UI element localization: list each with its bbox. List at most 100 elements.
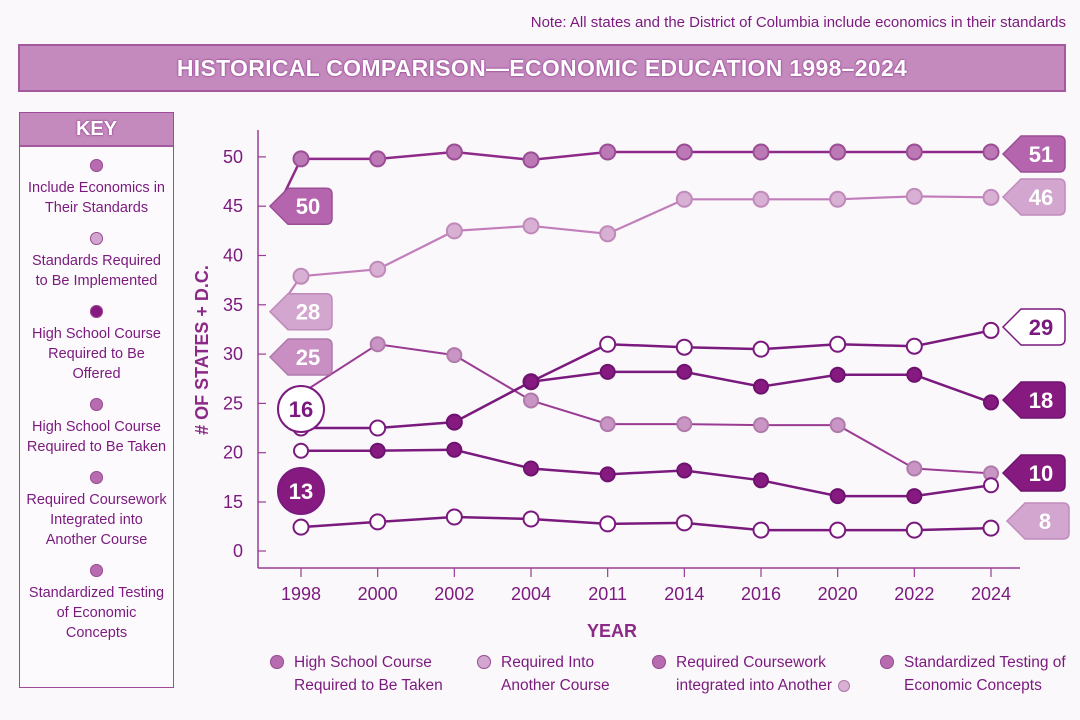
data-point [905, 521, 923, 539]
key-marker-icon [90, 564, 103, 577]
x-tick-label: 2014 [664, 584, 704, 604]
data-point [293, 442, 309, 459]
data-point [675, 514, 693, 532]
data-point [523, 392, 539, 409]
data-point [369, 150, 387, 168]
x-tick-label: 2016 [741, 584, 781, 604]
legend-marker-icon [880, 655, 894, 669]
x-tick-label: 2000 [358, 584, 398, 604]
value-callout: 18 [1001, 381, 1066, 419]
data-point [676, 363, 693, 380]
legend-label: High School Course Required to Be Taken [294, 654, 443, 694]
data-point [982, 143, 1000, 161]
data-point [675, 190, 693, 208]
callout-label: 18 [1029, 388, 1053, 413]
key-label: Required Coursework Integrated into Anot… [26, 492, 167, 548]
data-point [829, 521, 847, 539]
data-point [599, 335, 617, 353]
series-line [300, 515, 992, 532]
x-tick-label: 2004 [511, 584, 551, 604]
value-callout: 16 [277, 385, 325, 433]
callout-shape [277, 385, 325, 433]
data-point [753, 417, 769, 434]
data-point [675, 143, 693, 161]
legend-item: Required Coursework integrated into Anot… [652, 651, 877, 697]
legend-item: High School Course Required to Be Taken [270, 651, 470, 697]
data-point [753, 472, 769, 489]
legend-item: Required Into Another Course [477, 651, 637, 697]
key-label: Standardized Testing of Economic Concept… [28, 585, 165, 641]
title-banner: HISTORICAL COMPARISON—ECONOMIC EDUCATION… [18, 44, 1066, 92]
callout-label: 51 [1029, 142, 1053, 167]
y-tick-label: 45 [223, 196, 243, 216]
callout-label: 16 [289, 397, 313, 422]
callout-label: 50 [296, 194, 320, 219]
callout-shape [277, 467, 325, 515]
key-label: High School Course Required to Be Offere… [32, 326, 161, 382]
y-tick-label: 30 [223, 344, 243, 364]
key-item: High School Course Required to Be Offere… [20, 305, 173, 384]
value-callout: 46 [1001, 178, 1066, 216]
value-callout: 50 [268, 187, 333, 225]
data-point [906, 460, 923, 477]
data-point [599, 515, 617, 533]
data-point [445, 222, 463, 240]
callout-shape [1001, 178, 1066, 216]
y-tick-label: 50 [223, 147, 243, 167]
callout-label: 13 [289, 479, 313, 504]
key-item: Required Coursework Integrated into Anot… [20, 471, 173, 550]
data-point [676, 462, 693, 479]
data-point [292, 150, 310, 168]
legend-label: Standardized Testing of Economic Concept… [904, 654, 1066, 694]
legend-marker-icon [652, 655, 666, 669]
key-marker-icon [90, 159, 103, 172]
data-point [829, 190, 847, 208]
data-point [905, 143, 923, 161]
data-point [752, 143, 770, 161]
y-axis-title: # OF STATES + D.C. [192, 265, 212, 435]
legend-marker-icon [837, 679, 850, 692]
data-point [829, 335, 847, 353]
key-item: High School Course Required to Be Taken [20, 398, 173, 457]
callout-shape [268, 338, 333, 376]
data-point [983, 394, 999, 411]
value-callout: 8 [1005, 502, 1070, 540]
data-point [369, 513, 387, 531]
data-point [675, 338, 693, 356]
data-point [523, 373, 539, 390]
series-line [301, 448, 992, 498]
value-callout: 28 [268, 292, 333, 331]
value-callout: 29 [1001, 308, 1066, 346]
key-label: Include Economics in Their Standards [27, 180, 165, 216]
callout-label: 29 [1029, 315, 1053, 340]
series-line [301, 329, 992, 430]
callout-shape [268, 187, 333, 225]
data-point [599, 363, 616, 380]
data-point [752, 521, 770, 539]
key-panel: KEY Include Economics in Their Standards… [19, 112, 174, 688]
data-point [292, 267, 310, 285]
key-marker-icon [90, 305, 103, 318]
key-label: High School Course Required to Be Taken [26, 419, 167, 455]
note-text: Note: All states and the District of Col… [530, 14, 1066, 31]
data-point [445, 508, 463, 526]
key-item: Standardized Testing of Economic Concept… [20, 564, 173, 643]
data-point [829, 417, 846, 434]
series-line [300, 195, 992, 278]
data-point [829, 488, 846, 505]
data-point [905, 187, 923, 205]
y-tick-label: 40 [223, 246, 243, 266]
y-tick-label: 25 [223, 393, 243, 413]
data-point [445, 143, 463, 161]
value-callout: 13 [277, 467, 325, 515]
data-point [676, 416, 693, 433]
series-line [301, 150, 991, 162]
callout-shape [1001, 381, 1066, 419]
data-point [599, 143, 617, 161]
key-heading: KEY [20, 113, 173, 147]
callout-label: 46 [1029, 185, 1053, 210]
y-tick-label: 35 [223, 295, 243, 315]
data-point [829, 366, 846, 383]
data-point [523, 460, 539, 477]
